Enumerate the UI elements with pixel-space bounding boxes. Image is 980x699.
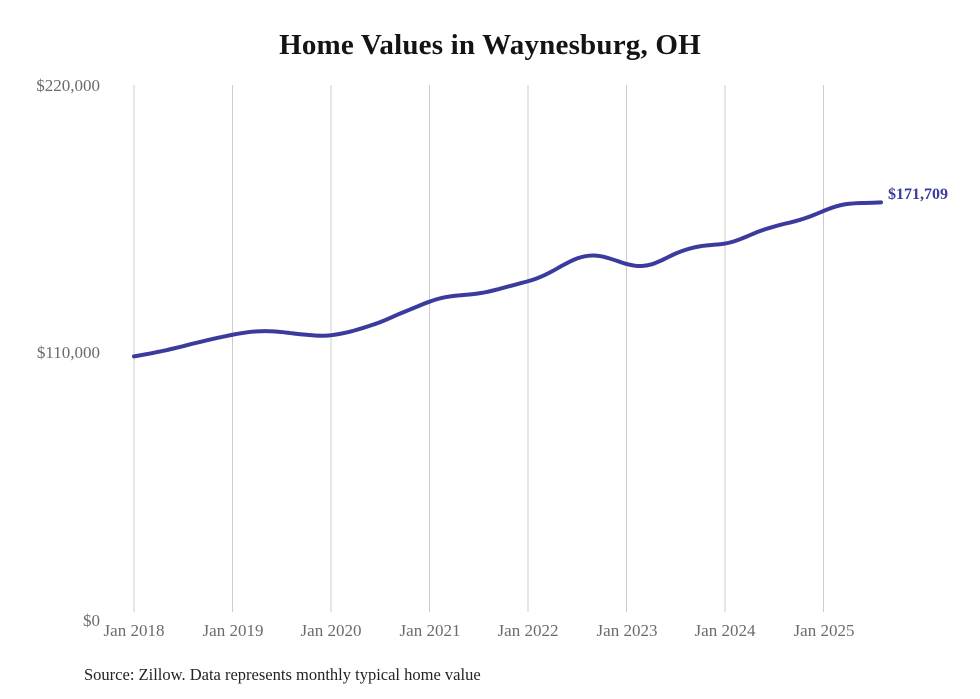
x-axis-tick-jan-2022: Jan 2022 [497,621,559,640]
data-series-line [132,200,883,359]
x-axis-tick-jan-2018: Jan 2018 [103,621,165,640]
gridlines [133,85,824,612]
x-axis-tick-jan-2025: Jan 2025 [793,621,855,640]
source-note: Source: Zillow. Data represents monthly … [84,665,481,684]
x-axis-tick-jan-2019: Jan 2019 [202,621,264,640]
end-value-label: $171,709 [888,186,948,203]
chart-title: Home Values in Waynesburg, OH [279,29,701,61]
x-axis-tick-jan-2021: Jan 2021 [399,621,461,640]
x-axis-tick-jan-2020: Jan 2020 [300,621,362,640]
x-axis-tick-jan-2024: Jan 2024 [694,621,756,640]
y-axis-tick-110000: $110,000 [36,343,100,362]
x-axis-tick-jan-2023: Jan 2023 [596,621,658,640]
y-axis-tick-220000: $220,000 [36,76,100,95]
y-axis-tick-0: $0 [83,611,100,630]
